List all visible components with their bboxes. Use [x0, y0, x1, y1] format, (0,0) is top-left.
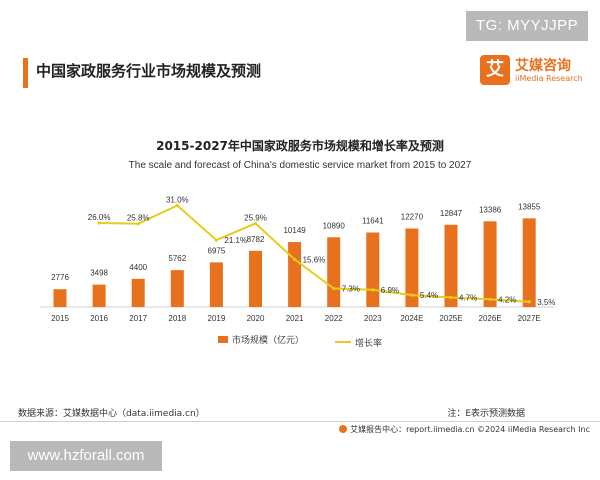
bar-value-label: 3498: [90, 269, 108, 278]
bar-value-label: 8782: [247, 235, 265, 244]
bar: [92, 284, 106, 307]
bar-value-label: 13386: [479, 205, 502, 214]
growth-rate-label: 3.5%: [537, 298, 555, 307]
growth-rate-point: [332, 286, 336, 291]
bar: [405, 228, 419, 307]
x-tick-label: 2027E: [518, 314, 541, 323]
growth-rate-label: 5.4%: [420, 291, 438, 300]
legend-line-swatch: [334, 341, 351, 343]
bar-value-label: 5762: [168, 254, 186, 263]
legend-bar-label: 市场规模（亿元）: [232, 336, 305, 346]
growth-rate-label: 21.1%: [224, 236, 247, 245]
bar-value-label: 10149: [283, 226, 306, 235]
growth-rate-point: [527, 300, 531, 304]
chart-title: 2015-2027年中国家政服务市场规模和增长率及预测: [156, 139, 444, 153]
bar-value-label: 4400: [129, 263, 147, 272]
growth-rate-point: [253, 221, 258, 225]
bar: [483, 221, 497, 307]
bar-value-label: 2776: [51, 273, 69, 282]
legend-item-bar: 市场规模（亿元）: [218, 333, 304, 346]
footer-report: 艾媒报告中心：report.iimedia.cn ©2024 iiMedia R…: [339, 424, 590, 435]
legend-line-label: 增长率: [354, 338, 382, 349]
growth-rate-label: 6.9%: [381, 286, 399, 295]
watermark-top: TG: MYYJJPP: [466, 11, 588, 41]
x-tick-label: 2015: [51, 314, 69, 323]
bar: [170, 270, 184, 307]
chart-subtitle: The scale and forecast of China's domest…: [128, 160, 472, 171]
x-tick-label: 2024E: [400, 314, 423, 323]
growth-rate-point: [175, 203, 179, 208]
bar: [249, 250, 262, 307]
x-tick-label: 2025E: [439, 314, 462, 323]
growth-rate-label: 25.9%: [244, 213, 267, 222]
x-tick-label: 2016: [90, 314, 108, 323]
footer-note: 注：E表示预测数据: [447, 409, 525, 419]
chart-legend: 市场规模（亿元） 增长率: [0, 333, 600, 349]
legend-item-line: 增长率: [334, 336, 382, 349]
bar-value-label: 6975: [208, 246, 226, 255]
growth-rate-point: [488, 297, 492, 301]
market-chart: 2776 2015 3498 2016 4400 2017 5762 2018 6975 2019…: [40, 196, 555, 323]
bar: [131, 278, 145, 307]
x-tick-label: 2019: [208, 314, 226, 323]
bar: [327, 237, 341, 307]
growth-rate-point: [449, 295, 453, 300]
growth-rate-point: [410, 293, 414, 297]
growth-rate-label: 7.3%: [342, 284, 360, 293]
watermark-bottom: www.hzforall.com: [10, 441, 162, 471]
growth-rate-point: [371, 288, 375, 292]
report-dot-icon: [339, 425, 348, 433]
brand-logo: 艾 艾媒咨询 iiMedia Research: [480, 55, 588, 89]
bar: [209, 262, 223, 307]
growth-rate-label: 4.2%: [498, 295, 516, 304]
footer-divider: [0, 421, 600, 422]
footer-report-text: 艾媒报告中心：report.iimedia.cn ©2024 iiMedia R…: [350, 425, 590, 434]
logo-text-en: iiMedia Research: [515, 74, 583, 83]
bar-value-label: 11641: [362, 216, 384, 225]
growth-rate-point: [136, 222, 140, 226]
growth-rate-line: [99, 204, 530, 303]
x-tick-label: 2017: [129, 314, 147, 323]
x-tick-label: 2022: [325, 314, 343, 323]
growth-rate-label: 26.0%: [88, 213, 111, 222]
x-tick-label: 2020: [247, 314, 265, 323]
bar: [444, 224, 458, 307]
bar-value-label: 13855: [518, 202, 541, 211]
bar-value-label: 12847: [440, 209, 463, 218]
header-accent-bar: [23, 58, 28, 88]
logo-text-cn: 艾媒咨询: [515, 58, 571, 74]
bar: [522, 218, 536, 307]
growth-rate-point: [97, 221, 101, 225]
bar-value-label: 10890: [323, 221, 346, 230]
x-tick-label: 2021: [286, 314, 304, 323]
bar: [53, 289, 67, 307]
bar: [366, 232, 380, 307]
growth-rate-point: [293, 257, 297, 261]
x-tick-label: 2026E: [479, 314, 502, 323]
bar: [288, 242, 302, 307]
x-tick-label: 2023: [364, 314, 382, 323]
logo-mark: 艾: [480, 55, 510, 85]
legend-bar-swatch: [218, 336, 229, 343]
growth-rate-label: 31.0%: [166, 196, 189, 205]
x-tick-label: 2018: [168, 314, 186, 323]
page-title: 中国家政服务行业市场规模及预测: [36, 62, 262, 80]
growth-rate-label: 15.6%: [303, 255, 326, 264]
footer-source: 数据来源：艾媒数据中心（data.iimedia.cn）: [18, 409, 205, 419]
growth-rate-point: [214, 238, 218, 242]
bar-value-label: 12270: [401, 212, 424, 221]
growth-rate-label: 4.7%: [459, 294, 477, 303]
growth-rate-label: 25.8%: [127, 214, 150, 223]
